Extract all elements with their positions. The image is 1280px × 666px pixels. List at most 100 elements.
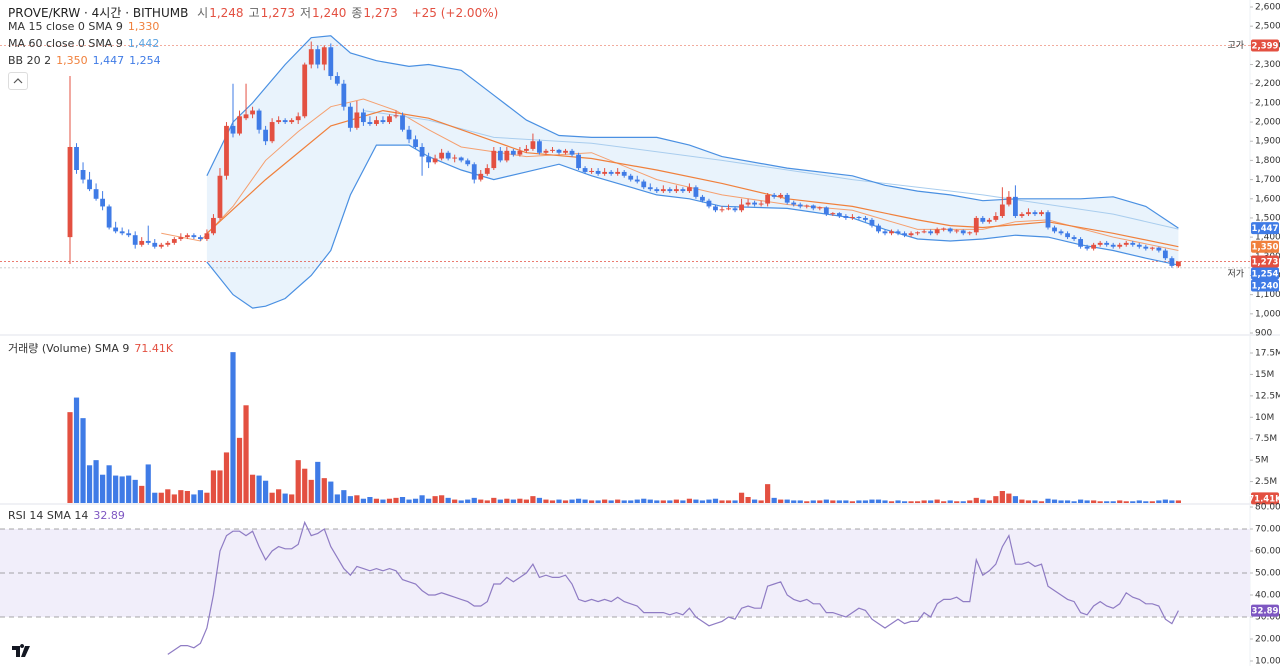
y-tick-label: 2,500 [1255,22,1280,32]
volume-bar [478,499,484,503]
candle-body [256,110,262,130]
candle-body [237,116,242,134]
volume-bar [393,497,399,503]
candle-body [367,122,373,124]
y-tick-label: 1,600 [1255,194,1280,204]
candle-body [843,216,849,218]
volume-bar [276,489,282,503]
volume-bar [602,499,608,503]
volume-bar [784,499,790,503]
candle-body [771,194,777,197]
volume-bar [517,498,523,503]
y-tick-label: 1,900 [1255,137,1280,147]
volume-bar [419,495,425,503]
volume-bar [862,500,869,503]
candle-body [152,242,158,247]
volume-bar [360,498,366,503]
y-tick-label: 1,100 [1255,290,1280,300]
volume-bar [1169,500,1175,503]
candle-body [295,116,301,121]
legend-value: 1,447 [92,54,125,67]
candle-body [1006,196,1012,205]
volume-bar [778,499,784,503]
y-tick-label: 7.5M [1255,434,1277,444]
candle-body [504,150,510,161]
y-tick-label: 20.00 [1255,635,1280,645]
price-tag [1251,267,1279,280]
volume-bar [1143,501,1149,503]
volume-bar [458,500,464,503]
legend-label: MA 60 close 0 SMA 9 [8,37,123,50]
candle-body [804,205,810,207]
collapse-button[interactable] [8,72,28,90]
chevron-icon [13,78,23,84]
candle-body [778,194,784,197]
volume-bar [113,475,119,503]
price-tag-label: 1,350 [1252,243,1279,253]
volume-bar [817,500,823,503]
candle-body [960,230,966,234]
volume-bar [1117,500,1123,503]
volume-bar [986,500,992,503]
volume-bar [999,491,1005,503]
volume-bar [895,500,901,503]
candle-body [687,187,692,192]
candle-body [1084,246,1090,249]
volume-bar [217,470,223,503]
price-note: 고가 [1227,40,1244,51]
volume-bar [543,499,549,503]
volume-bar [530,496,536,503]
volume-bar [321,478,327,503]
candle-body [732,208,738,211]
candle-body [1065,233,1070,238]
candle-body [269,122,275,142]
indicator-line [206,109,1179,248]
volume-bar [1110,501,1116,503]
legend-label: MA 15 close 0 SMA 9 [8,20,123,33]
candle-body [595,170,601,174]
volume-bar [641,498,647,503]
volume-bar [510,499,516,503]
candle-body [400,115,405,130]
candle-body [308,49,314,65]
volume-bar [80,418,86,503]
volume-bar [334,494,340,503]
price-tag [1251,240,1279,253]
volume-bar [139,485,145,503]
candle-body [289,120,295,123]
volume-bar [680,500,686,503]
volume-bar [386,498,393,503]
candle-body [1104,242,1110,245]
candle-body [1143,246,1149,249]
volume-bar [928,500,934,503]
volume-bar [426,498,432,503]
volume-bar [667,500,673,503]
candle-body [550,149,555,151]
volume-bar [1123,501,1129,503]
volume-bar [869,499,875,503]
symbol-header: PROVE/KRW · 4시간 · BITHUMB 시1,248 고1,273 저1… [8,4,503,21]
candle-body [276,120,282,123]
y-tick-label: 2,300 [1255,60,1280,70]
volume-tag [1251,492,1279,505]
volume-bar [1156,500,1162,503]
volume-bar [497,499,503,503]
price-note: 저가 [1227,268,1244,279]
candle-body [510,150,516,155]
candle-body [491,150,497,169]
candle-body [465,160,471,165]
candle-body [178,237,184,240]
candle-body [973,217,979,233]
volume-bar [126,475,132,503]
candle-body [660,189,666,192]
candle-body [1078,239,1083,247]
volume-bar [915,501,921,503]
candle-body [993,216,999,220]
candle-body [941,228,947,230]
candle-body [765,194,771,204]
candle-body [797,204,803,207]
candle-body [850,216,855,218]
candle-body [302,64,308,117]
volume-bar [660,500,666,503]
